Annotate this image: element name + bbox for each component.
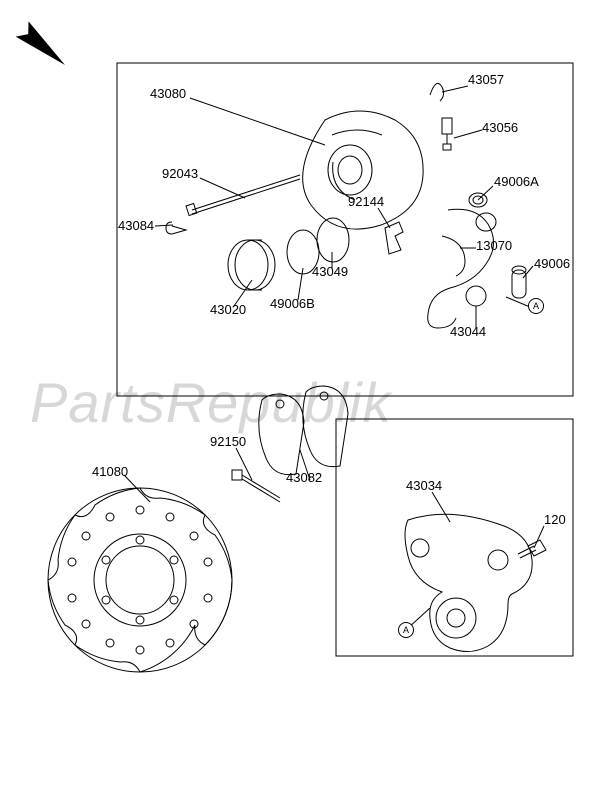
cotter-pin: [166, 222, 186, 234]
label-92150: 92150: [210, 434, 246, 449]
label-43082: 43082: [286, 470, 322, 485]
label-43044: 43044: [450, 324, 486, 339]
mark-A-1: A: [528, 298, 544, 314]
label-49006B: 49006B: [270, 296, 315, 311]
label-43056: 43056: [482, 120, 518, 135]
label-41080: 41080: [92, 464, 128, 479]
bleeder-assy: [430, 83, 452, 150]
label-43034: 43034: [406, 478, 442, 493]
frame-bracket: [336, 419, 573, 656]
label-120: 120: [544, 512, 566, 527]
caliper-holder: [428, 209, 496, 328]
piston: [228, 240, 275, 290]
label-92144: 92144: [348, 194, 384, 209]
label-49006A: 49006A: [494, 174, 539, 189]
direction-arrow: [16, 21, 72, 72]
label-43080: 43080: [150, 86, 186, 101]
label-43057: 43057: [468, 72, 504, 87]
guide-pin: [186, 175, 300, 216]
pad-spring: [385, 222, 403, 254]
caliper-bracket: [405, 514, 546, 651]
brake-disc: [48, 488, 232, 672]
label-92043: 92043: [162, 166, 198, 181]
bolt-92150: [232, 470, 280, 502]
label-43084: 43084: [118, 218, 154, 233]
seal-outer: [317, 218, 349, 262]
label-43049: 43049: [312, 264, 348, 279]
mark-A-2: A: [398, 622, 414, 638]
boot-lower: [512, 266, 526, 298]
label-49006: 49006: [534, 256, 570, 271]
label-13070: 13070: [476, 238, 512, 253]
caliper-body: [303, 111, 423, 229]
label-43020: 43020: [210, 302, 246, 317]
